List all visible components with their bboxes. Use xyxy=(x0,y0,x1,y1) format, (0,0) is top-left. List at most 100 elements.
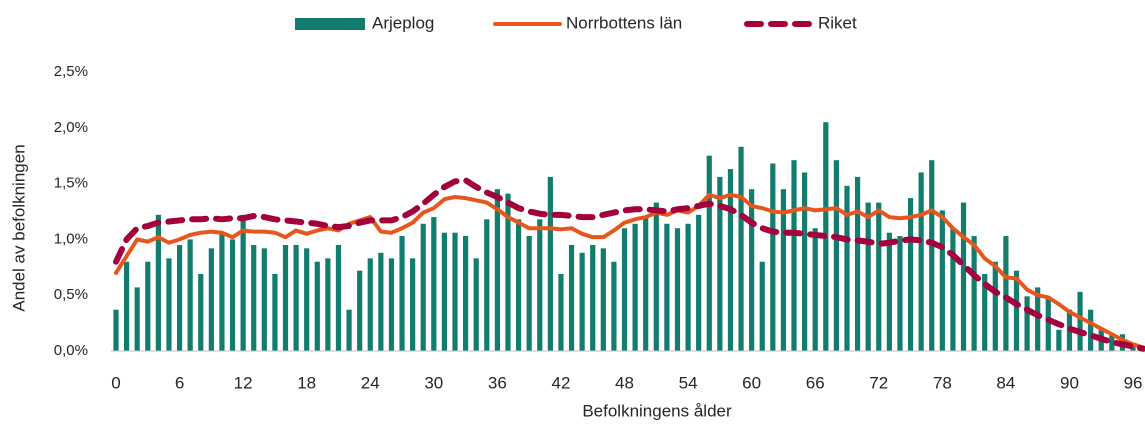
bar xyxy=(727,169,734,351)
bar xyxy=(929,160,935,351)
x-tick-label: 54 xyxy=(679,373,698,392)
bar xyxy=(653,202,659,351)
bar xyxy=(123,261,130,351)
bar xyxy=(696,214,702,351)
bar xyxy=(251,244,257,351)
x-tick-label: 12 xyxy=(234,373,253,392)
x-tick-label: 42 xyxy=(551,373,570,392)
bar xyxy=(982,273,988,351)
bar xyxy=(1003,236,1009,351)
bar xyxy=(1024,296,1030,351)
bar xyxy=(463,236,469,351)
bar xyxy=(431,217,437,351)
bar xyxy=(314,261,320,351)
bar xyxy=(198,273,204,351)
bar xyxy=(770,163,776,351)
bar xyxy=(854,176,861,351)
x-tick-label: 78 xyxy=(933,373,952,392)
x-tick-label: 30 xyxy=(424,373,443,392)
legend-swatch xyxy=(295,18,365,30)
bar xyxy=(1013,270,1020,351)
bar xyxy=(282,244,289,351)
y-tick-label: 0,5% xyxy=(54,286,88,303)
bar xyxy=(579,252,585,351)
y-axis-title: Andel av befolkningen xyxy=(9,144,28,311)
line xyxy=(113,177,1145,352)
bar xyxy=(473,258,479,351)
bar xyxy=(600,248,606,351)
y-tick-label: 2,5% xyxy=(54,63,88,80)
bar xyxy=(759,261,765,351)
bar xyxy=(547,176,553,351)
bar xyxy=(1045,296,1051,351)
bar xyxy=(717,176,723,351)
legend-label: Riket xyxy=(818,13,857,32)
bar xyxy=(388,258,395,351)
bar xyxy=(674,228,681,351)
bar xyxy=(484,219,490,351)
bar xyxy=(304,248,310,351)
bar xyxy=(791,160,797,351)
bar xyxy=(918,172,924,351)
bar xyxy=(272,273,278,351)
bar xyxy=(378,252,384,351)
bar xyxy=(293,244,299,351)
x-tick-label: 48 xyxy=(615,373,634,392)
x-tick-label: 90 xyxy=(1060,373,1079,392)
x-tick-label: 18 xyxy=(297,373,316,392)
x-axis-title: Befolkningens ålder xyxy=(582,401,732,420)
bar xyxy=(1130,345,1136,351)
bar xyxy=(166,258,172,351)
bar xyxy=(155,214,161,351)
bar xyxy=(113,309,119,351)
bar xyxy=(844,185,850,351)
bar xyxy=(219,233,225,351)
bar xyxy=(621,228,628,351)
bar xyxy=(632,223,638,351)
bar xyxy=(738,146,744,351)
x-tick-label: 84 xyxy=(996,373,1015,392)
legend-label: Norrbottens län xyxy=(566,13,682,32)
bar xyxy=(833,160,839,351)
bar xyxy=(802,172,808,351)
bar xyxy=(176,244,183,351)
bar xyxy=(505,193,511,351)
line xyxy=(114,192,1145,350)
bar xyxy=(1056,329,1062,351)
y-tick-label: 1,5% xyxy=(54,175,88,192)
bar xyxy=(187,239,193,351)
bar xyxy=(568,244,575,351)
bar xyxy=(1035,287,1041,351)
y-tick-label: 1,0% xyxy=(54,230,88,247)
x-tick-label: 0 xyxy=(111,373,120,392)
x-tick-label: 60 xyxy=(742,373,761,392)
bar xyxy=(939,210,945,351)
bar xyxy=(992,261,998,351)
x-tick-label: 96 xyxy=(1124,373,1143,392)
bar xyxy=(960,202,967,351)
bar xyxy=(897,236,903,351)
bar xyxy=(611,261,617,351)
bar xyxy=(420,223,426,351)
legend-label: Arjeplog xyxy=(372,13,434,32)
bar xyxy=(537,219,543,351)
bar xyxy=(399,236,405,351)
bar xyxy=(685,223,691,351)
bar xyxy=(780,189,787,351)
y-tick-label: 2,0% xyxy=(54,119,88,136)
bar xyxy=(706,155,712,351)
bar xyxy=(145,261,151,351)
bar xyxy=(865,202,871,351)
bar xyxy=(452,232,458,351)
bar xyxy=(1088,309,1094,351)
x-tick-label: 36 xyxy=(488,373,507,392)
y-tick-label: 0,0% xyxy=(54,342,88,359)
bar xyxy=(357,270,363,351)
bar xyxy=(346,309,352,351)
x-tick-label: 72 xyxy=(869,373,888,392)
bar xyxy=(643,217,649,351)
bar xyxy=(367,258,373,351)
bar xyxy=(441,232,448,351)
bar xyxy=(749,189,755,351)
